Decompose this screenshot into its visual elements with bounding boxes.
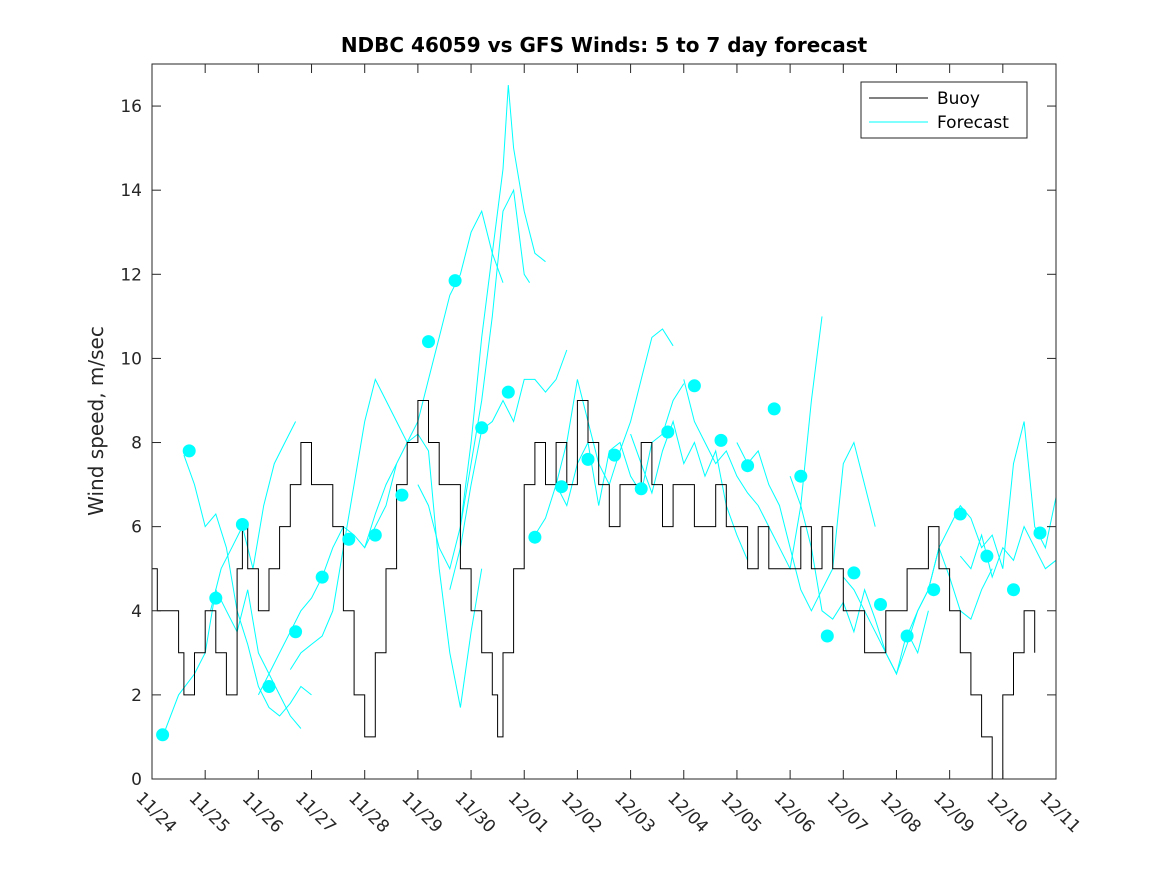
y-axis: 0 2 4 6 8 10 12 14 16 xyxy=(120,97,1056,790)
forecast-trace-9 xyxy=(449,349,568,590)
plot-background xyxy=(152,64,1056,779)
forecast-point xyxy=(262,680,276,693)
y-tick-label: 6 xyxy=(131,518,142,538)
forecast-trace-18 xyxy=(959,525,1057,579)
forecast-trace-17 xyxy=(906,421,1057,637)
forecast-point xyxy=(1033,526,1047,540)
forecast-point xyxy=(235,518,249,531)
forecast-trace-6 xyxy=(364,209,504,548)
forecast-point xyxy=(555,480,568,494)
forecast-point xyxy=(953,507,967,521)
plot-frame xyxy=(151,63,1057,780)
legend: Buoy Forecast xyxy=(860,81,1028,139)
forecast-point xyxy=(767,402,781,416)
forecast-point xyxy=(847,566,861,580)
y-tick-label: 14 xyxy=(120,181,142,201)
forecast-point xyxy=(634,482,648,496)
forecast-point xyxy=(395,488,409,502)
forecast-trace-13 xyxy=(683,316,823,571)
forecast-trace-4 xyxy=(257,463,398,696)
forecast-point xyxy=(448,274,462,288)
forecast-point xyxy=(714,433,728,447)
buoy-line xyxy=(152,400,1036,780)
forecast-point xyxy=(289,625,303,639)
forecast-point xyxy=(980,549,994,563)
forecast-trace-7 xyxy=(417,84,546,571)
y-axis-label: Wind speed, m/sec xyxy=(84,326,108,516)
forecast-point xyxy=(820,629,834,643)
forecast-point xyxy=(315,570,329,584)
forecast-point xyxy=(528,530,542,544)
forecast-point xyxy=(182,444,196,458)
forecast-point xyxy=(687,379,701,393)
forecast-point xyxy=(501,385,515,399)
forecast-point xyxy=(1007,583,1020,597)
legend-buoy-label: Buoy xyxy=(937,89,980,109)
forecast-point xyxy=(874,598,887,611)
forecast-point xyxy=(209,591,223,605)
plot-area xyxy=(151,63,1057,780)
legend-box xyxy=(860,81,1028,139)
forecast-point xyxy=(608,448,622,462)
forecast-trace-10 xyxy=(534,328,674,536)
forecast-point xyxy=(368,528,382,542)
forecast-point xyxy=(342,532,356,546)
forecast-point xyxy=(422,335,435,349)
forecast-point xyxy=(927,583,941,597)
forecast-point xyxy=(475,421,489,435)
buoy-series xyxy=(152,400,1036,780)
forecast-point xyxy=(794,469,808,483)
y-tick-label: 2 xyxy=(131,686,142,706)
forecast-trace-8 xyxy=(459,188,531,527)
forecast-trace-2 xyxy=(183,454,312,717)
y-tick-label: 0 xyxy=(131,770,142,790)
forecast-point xyxy=(661,425,675,439)
forecast-trace-5 xyxy=(289,377,483,708)
y-tick-label: 4 xyxy=(131,602,142,622)
legend-forecast-label: Forecast xyxy=(937,113,1009,133)
forecast-point xyxy=(900,629,914,643)
y-tick-label: 8 xyxy=(131,434,142,454)
y-tick-label: 16 xyxy=(120,97,142,117)
forecast-point xyxy=(156,728,170,742)
forecast-trace-12 xyxy=(630,419,749,561)
forecast-markers xyxy=(156,274,1047,742)
y-tick-label: 12 xyxy=(120,265,142,285)
forecast-point xyxy=(581,452,595,466)
forecast-trace-14 xyxy=(736,441,876,612)
y-tick-label: 10 xyxy=(120,349,142,369)
chart-title: NDBC 46059 vs GFS Winds: 5 to 7 day fore… xyxy=(341,33,868,57)
forecast-point xyxy=(741,459,755,473)
